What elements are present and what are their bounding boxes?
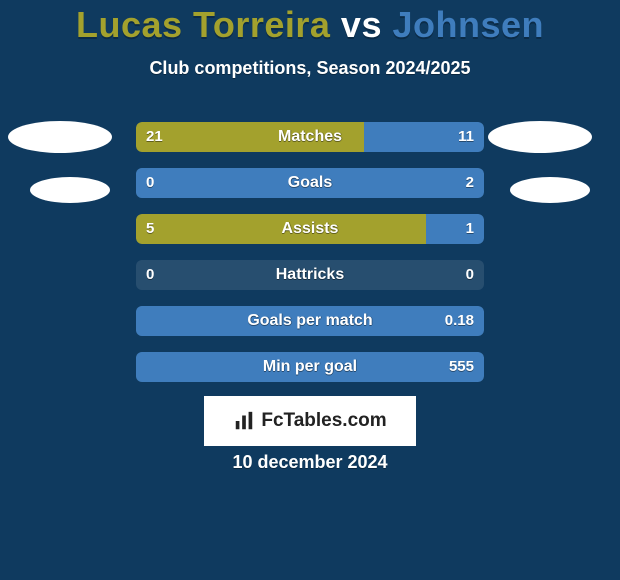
stat-fill-right — [136, 306, 484, 336]
stat-label: Hattricks — [136, 260, 484, 290]
stat-fill-right — [136, 168, 484, 198]
date: 10 december 2024 — [0, 452, 620, 473]
stat-row: 555Min per goal — [136, 352, 484, 382]
stat-fill-left — [136, 122, 364, 152]
stat-fill-left — [136, 214, 426, 244]
stat-value-right: 1 — [466, 214, 474, 244]
stat-value-left: 0 — [146, 260, 154, 290]
stat-value-left: 5 — [146, 214, 154, 244]
title: Lucas Torreira vs Johnsen — [0, 4, 620, 46]
avatar-left-2 — [30, 177, 110, 203]
stat-row: 0.18Goals per match — [136, 306, 484, 336]
bar-chart-icon — [233, 410, 255, 432]
title-player2: Johnsen — [392, 4, 544, 45]
stat-fill-right — [136, 352, 484, 382]
stat-row: 51Assists — [136, 214, 484, 244]
avatar-right-2 — [510, 177, 590, 203]
logo-text: FcTables.com — [261, 410, 386, 432]
stat-row: 0 0Hattricks — [136, 260, 484, 290]
stat-value-right: 0 — [466, 260, 474, 290]
stat-value-left: 21 — [146, 122, 163, 152]
stat-fill-right — [426, 214, 484, 244]
stat-value-right: 11 — [458, 122, 474, 152]
title-vs: vs — [341, 4, 382, 45]
avatar-left-1 — [8, 121, 112, 153]
stat-value-left: 0 — [146, 168, 154, 198]
stat-value-right: 2 — [466, 168, 474, 198]
stat-value-right: 555 — [449, 352, 474, 382]
title-player1: Lucas Torreira — [76, 4, 330, 45]
subtitle: Club competitions, Season 2024/2025 — [0, 58, 620, 79]
stat-row: 02Goals — [136, 168, 484, 198]
comparison-infographic: Lucas Torreira vs Johnsen Club competiti… — [0, 0, 620, 580]
logo-box: FcTables.com — [204, 396, 416, 446]
avatar-right-1 — [488, 121, 592, 153]
stat-row: 2111Matches — [136, 122, 484, 152]
stat-value-right: 0.18 — [445, 306, 474, 336]
stats-panel: 2111Matches02Goals51Assists00Hattricks0.… — [136, 122, 484, 382]
